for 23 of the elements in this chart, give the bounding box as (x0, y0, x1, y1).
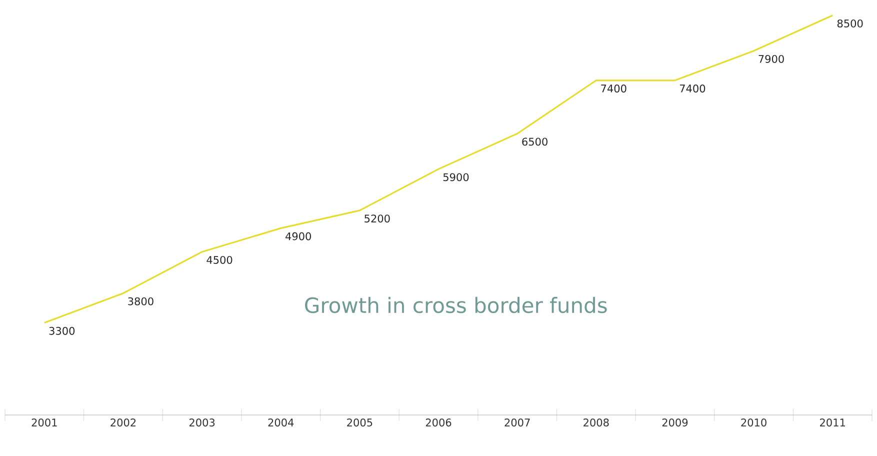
data-label: 8500 (837, 19, 863, 28)
data-label: 7400 (680, 84, 706, 92)
x-tick-label: 2009 (662, 418, 688, 426)
x-tick-label: 2004 (268, 418, 294, 426)
data-label: 4900 (286, 232, 312, 240)
data-label: 3800 (128, 297, 154, 306)
x-tick-label: 2011 (820, 418, 845, 426)
data-label: 3300 (49, 326, 75, 335)
data-label: 5200 (364, 214, 390, 223)
data-label: 6500 (522, 138, 548, 146)
data-label: 7900 (758, 54, 784, 63)
x-tick-label: 2001 (32, 418, 57, 426)
data-label: 4500 (206, 256, 232, 264)
x-tick-label: 2008 (584, 418, 609, 426)
x-tick-label: 2007 (504, 418, 530, 426)
x-tick-label: 2006 (426, 418, 452, 426)
x-tick-label: 2010 (741, 418, 766, 426)
data-label: 7400 (601, 84, 626, 92)
data-label: 5900 (443, 173, 469, 182)
x-tick-label: 2002 (110, 418, 136, 426)
x-tick-label: 2003 (189, 418, 215, 426)
x-tick-label: 2005 (347, 418, 372, 426)
text: Growth in cross border funds (305, 296, 607, 314)
